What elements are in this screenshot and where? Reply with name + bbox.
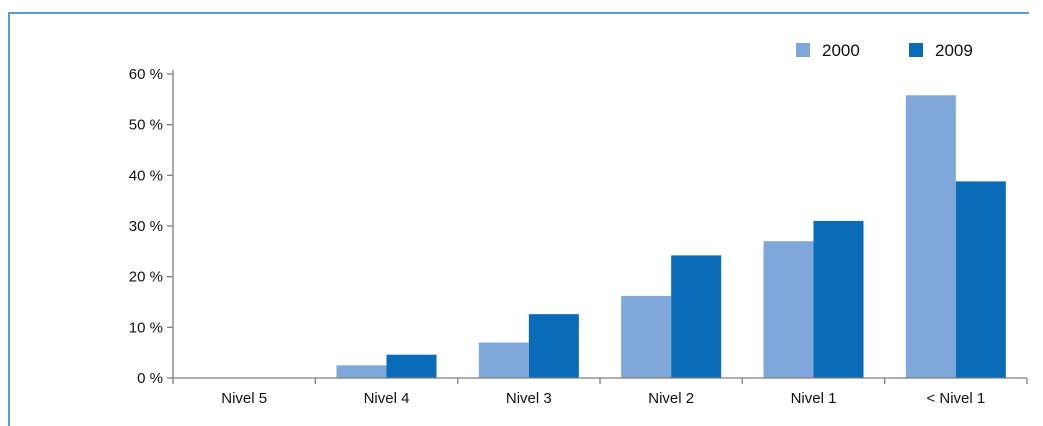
axes-group	[172, 70, 1028, 384]
y-tick-label: 40 %	[129, 167, 163, 184]
frame-border-left	[8, 12, 10, 426]
x-category-label: Nivel 5	[221, 390, 267, 407]
x-category-label: Nivel 2	[648, 390, 694, 407]
bar-2009-nivel-2	[671, 255, 722, 378]
x-category-label: Nivel 1	[791, 390, 837, 407]
y-tick-label: 30 %	[129, 218, 163, 235]
legend-label-2009: 2009	[935, 41, 973, 60]
x-category-label: Nivel 3	[506, 390, 552, 407]
bar-2009-nivel-1	[955, 181, 1006, 378]
legend-swatch-2000	[796, 43, 810, 57]
y-tick-label: 20 %	[129, 269, 163, 286]
bar-2009-nivel-3	[528, 314, 579, 378]
x-category-label: Nivel 4	[364, 390, 410, 407]
y-tick-label: 60 %	[129, 66, 163, 83]
bar-2000-nivel-4	[336, 365, 387, 378]
y-axis-ticks: 0 % 10 % 20 % 30 % 40 % 50 % 60 %	[129, 66, 173, 387]
legend-swatch-2009	[909, 43, 923, 57]
bar-2000-nivel-3	[478, 342, 529, 378]
y-tick-label: 0 %	[137, 370, 163, 387]
bar-2009-nivel-4	[386, 354, 437, 378]
bar-2000-nivel-1	[763, 241, 814, 378]
bar-2000-nivel-2	[621, 295, 672, 378]
x-category-label: < Nivel 1	[926, 390, 985, 407]
frame-border-top	[8, 12, 1029, 14]
bars-group	[336, 95, 1006, 378]
bar-2009-nivel-1	[813, 220, 864, 378]
legend-label-2000: 2000	[822, 41, 860, 60]
x-axis-labels: Nivel 5 Nivel 4 Nivel 3 Nivel 2 Nivel 1 < Niv…	[221, 390, 985, 407]
y-tick-label: 10 %	[129, 319, 163, 336]
bar-2000-nivel-1	[905, 95, 956, 378]
y-tick-label: 50 %	[129, 117, 163, 134]
legend: 2000 2009	[796, 41, 973, 60]
